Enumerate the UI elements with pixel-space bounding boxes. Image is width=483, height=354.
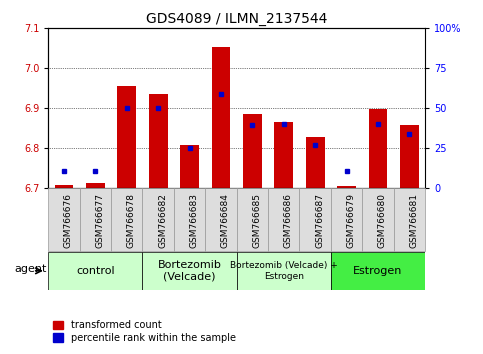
Bar xyxy=(55,185,73,188)
Bar xyxy=(180,144,199,188)
Text: GSM766676: GSM766676 xyxy=(64,193,73,248)
FancyBboxPatch shape xyxy=(268,188,299,251)
FancyBboxPatch shape xyxy=(48,188,80,251)
Bar xyxy=(337,187,356,188)
Bar xyxy=(243,114,262,188)
Text: GSM766683: GSM766683 xyxy=(189,193,199,248)
Text: Bortezomib (Velcade) +
Estrogen: Bortezomib (Velcade) + Estrogen xyxy=(230,261,338,280)
FancyBboxPatch shape xyxy=(394,188,425,251)
FancyBboxPatch shape xyxy=(237,188,268,251)
Text: control: control xyxy=(76,266,114,276)
FancyBboxPatch shape xyxy=(331,188,362,251)
FancyBboxPatch shape xyxy=(142,252,237,290)
Bar xyxy=(369,109,387,188)
Text: GSM766680: GSM766680 xyxy=(378,193,387,248)
Bar xyxy=(274,122,293,188)
FancyBboxPatch shape xyxy=(237,252,331,290)
Text: agent: agent xyxy=(14,264,47,274)
FancyBboxPatch shape xyxy=(299,188,331,251)
FancyBboxPatch shape xyxy=(48,252,142,290)
Bar xyxy=(400,125,419,188)
Text: GSM766681: GSM766681 xyxy=(410,193,418,248)
FancyBboxPatch shape xyxy=(174,188,205,251)
Bar xyxy=(306,137,325,188)
Legend: transformed count, percentile rank within the sample: transformed count, percentile rank withi… xyxy=(53,320,236,343)
FancyBboxPatch shape xyxy=(205,188,237,251)
Text: GSM766677: GSM766677 xyxy=(96,193,104,248)
Text: GSM766679: GSM766679 xyxy=(347,193,355,248)
FancyBboxPatch shape xyxy=(142,188,174,251)
Text: GSM766687: GSM766687 xyxy=(315,193,324,248)
Text: GSM766678: GSM766678 xyxy=(127,193,136,248)
FancyBboxPatch shape xyxy=(362,188,394,251)
FancyBboxPatch shape xyxy=(111,188,142,251)
Text: Estrogen: Estrogen xyxy=(353,266,403,276)
Text: Bortezomib
(Velcade): Bortezomib (Velcade) xyxy=(157,260,222,282)
Text: GSM766686: GSM766686 xyxy=(284,193,293,248)
Text: GSM766685: GSM766685 xyxy=(253,193,261,248)
Bar xyxy=(86,183,105,188)
Text: GSM766684: GSM766684 xyxy=(221,193,230,247)
FancyBboxPatch shape xyxy=(80,188,111,251)
Bar xyxy=(149,94,168,188)
Bar xyxy=(117,86,136,188)
Bar xyxy=(212,47,230,188)
Text: GSM766682: GSM766682 xyxy=(158,193,167,247)
FancyBboxPatch shape xyxy=(331,252,425,290)
Title: GDS4089 / ILMN_2137544: GDS4089 / ILMN_2137544 xyxy=(146,12,327,26)
